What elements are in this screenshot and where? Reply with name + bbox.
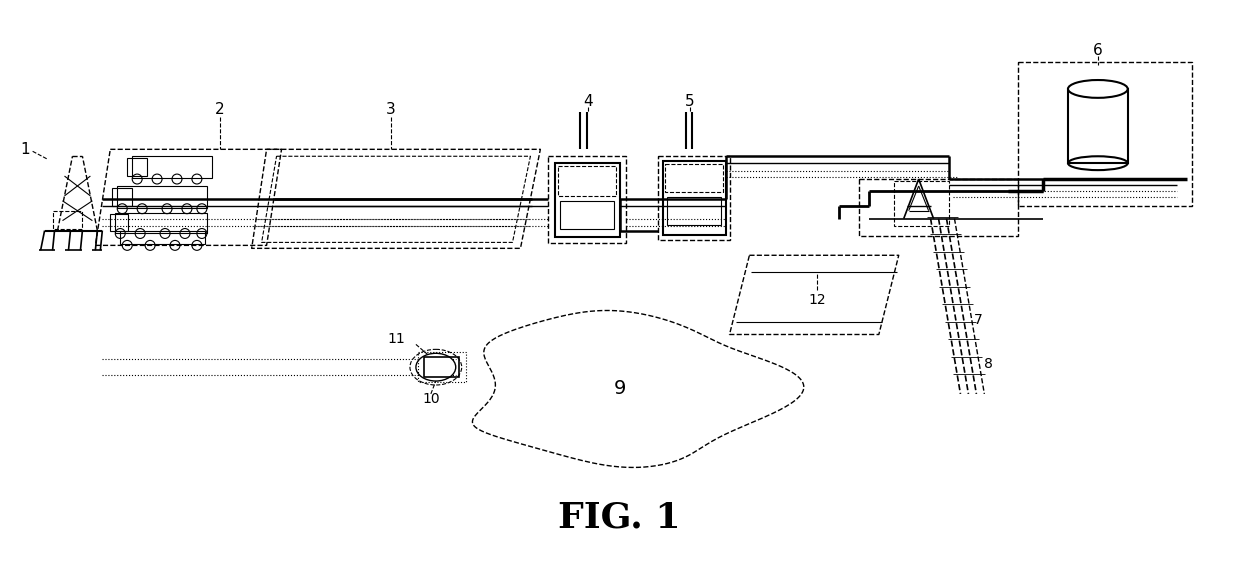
- Bar: [110, 214, 128, 231]
- Bar: [52, 211, 83, 229]
- Bar: [663, 161, 726, 235]
- Bar: [133, 156, 212, 178]
- Text: 11: 11: [387, 332, 405, 346]
- Bar: [424, 357, 458, 377]
- Ellipse shape: [1068, 80, 1127, 98]
- Bar: [559, 166, 616, 196]
- Bar: [555, 163, 620, 238]
- Bar: [549, 156, 626, 243]
- Text: FIG. 1: FIG. 1: [558, 501, 680, 535]
- Text: 9: 9: [613, 379, 626, 399]
- Text: 5: 5: [685, 94, 695, 109]
- Bar: [658, 156, 730, 240]
- Text: 7: 7: [974, 312, 983, 327]
- Text: 6: 6: [1093, 43, 1103, 58]
- Bar: [115, 213, 207, 232]
- Bar: [1018, 62, 1192, 206]
- Bar: [1068, 89, 1127, 163]
- Text: 4: 4: [584, 94, 593, 109]
- Text: 12: 12: [808, 293, 826, 307]
- Bar: [113, 188, 133, 206]
- Bar: [118, 186, 207, 208]
- Text: 1: 1: [20, 142, 30, 157]
- Bar: [667, 197, 721, 225]
- Bar: [893, 181, 949, 226]
- Text: 2: 2: [216, 102, 224, 117]
- Bar: [859, 179, 1018, 236]
- Bar: [560, 201, 615, 229]
- Text: 10: 10: [422, 392, 440, 406]
- Bar: [120, 231, 204, 244]
- Text: 3: 3: [387, 102, 396, 117]
- Bar: [418, 352, 466, 382]
- Bar: [665, 164, 722, 192]
- Text: 8: 8: [984, 357, 992, 371]
- Bar: [128, 158, 147, 176]
- Ellipse shape: [416, 353, 456, 381]
